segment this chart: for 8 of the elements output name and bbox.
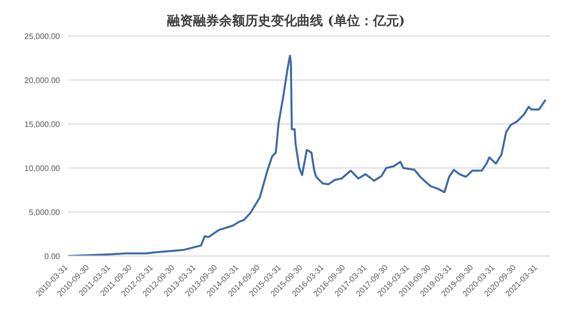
y-tick-label: 25,000.00 <box>24 32 61 41</box>
y-tick-label: 15,000.00 <box>24 120 61 129</box>
y-tick-label: 5,000.00 <box>28 208 61 217</box>
chart-title: 融资融券余额历史变化曲线 (单位：亿元) <box>166 12 406 31</box>
y-tick-label: 10,000.00 <box>24 164 61 173</box>
line-series <box>68 54 547 256</box>
y-tick-label: 20,000.00 <box>24 76 61 85</box>
y-tick-label: 0.00 <box>44 252 61 261</box>
